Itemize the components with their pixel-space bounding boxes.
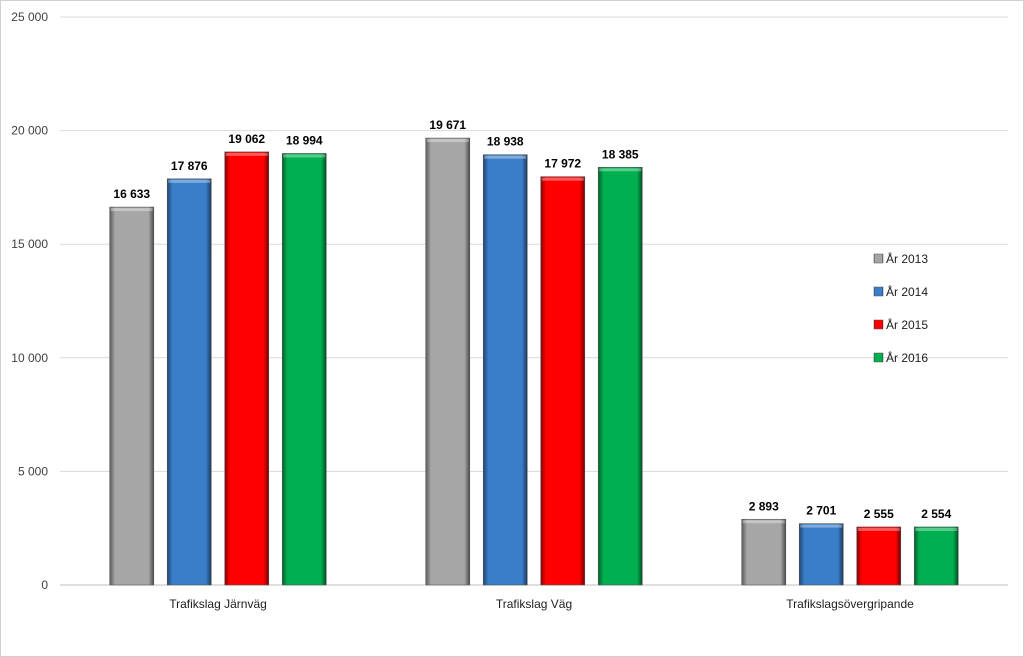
bar: [109, 206, 155, 586]
bars: [109, 137, 959, 586]
data-label: 18 994: [286, 133, 323, 147]
data-label: 19 671: [429, 118, 466, 132]
legend-label: År 2015: [886, 317, 928, 332]
data-label: 16 633: [113, 187, 150, 201]
bar-highlight: [110, 208, 153, 212]
bar-highlight: [599, 168, 642, 172]
category-label: Trafikslagsövergripande: [786, 597, 914, 611]
y-tick-label: 20 000: [11, 124, 48, 138]
bar: [913, 526, 959, 586]
legend: År 2013 År 2014 År 2015 År 2016: [873, 251, 928, 365]
y-axis-ticks: 0 5 000 10 000 15 000 20 000 25 000: [11, 10, 48, 592]
bar: [597, 166, 643, 586]
data-label: 17 972: [544, 157, 581, 171]
gridlines: [60, 16, 1008, 586]
bar: [166, 178, 212, 586]
data-label: 2 555: [864, 507, 894, 521]
data-label: 2 554: [921, 507, 951, 521]
bar: [224, 151, 270, 586]
legend-label: År 2016: [886, 350, 928, 365]
bar: [482, 154, 528, 586]
y-tick-label: 10 000: [11, 351, 48, 365]
bar-highlight: [225, 152, 268, 156]
data-label: 2 701: [806, 504, 836, 518]
data-labels: 16 633 17 876 19 062 18 994 19 671 18 938 17 9…: [113, 118, 951, 521]
legend-swatch: [873, 286, 884, 297]
y-tick-label: 0: [41, 578, 48, 592]
y-tick-label: 5 000: [18, 464, 48, 478]
bar-highlight: [915, 527, 958, 531]
bar: [741, 518, 787, 586]
legend-label: År 2013: [886, 251, 928, 266]
data-label: 2 893: [749, 499, 779, 513]
data-label: 17 876: [171, 159, 208, 173]
data-label: 18 385: [602, 147, 639, 161]
y-tick-label: 25 000: [11, 10, 48, 24]
data-label: 19 062: [228, 132, 265, 146]
bar-highlight: [857, 527, 900, 531]
legend-swatch: [873, 352, 884, 363]
x-axis-categories: Trafikslag Järnväg Trafikslag Väg Trafiksl…: [169, 597, 914, 611]
y-tick-label: 15 000: [11, 237, 48, 251]
bar-highlight: [168, 179, 211, 183]
bar-highlight: [484, 155, 527, 159]
bar-highlight: [283, 154, 326, 158]
category-label: Trafikslag Väg: [496, 597, 572, 611]
bar-highlight: [541, 177, 584, 181]
legend-swatch: [873, 253, 884, 264]
legend-swatch: [873, 319, 884, 330]
bar-highlight: [426, 139, 469, 143]
legend-label: År 2014: [886, 284, 928, 299]
category-label: Trafikslag Järnväg: [169, 597, 267, 611]
bar: [425, 137, 471, 586]
data-label: 18 938: [487, 135, 524, 149]
bar-highlight: [800, 524, 843, 528]
bar: [281, 153, 327, 586]
bar: [540, 176, 586, 586]
bar: [856, 526, 902, 586]
bar-highlight: [742, 520, 785, 524]
bar: [798, 523, 844, 586]
